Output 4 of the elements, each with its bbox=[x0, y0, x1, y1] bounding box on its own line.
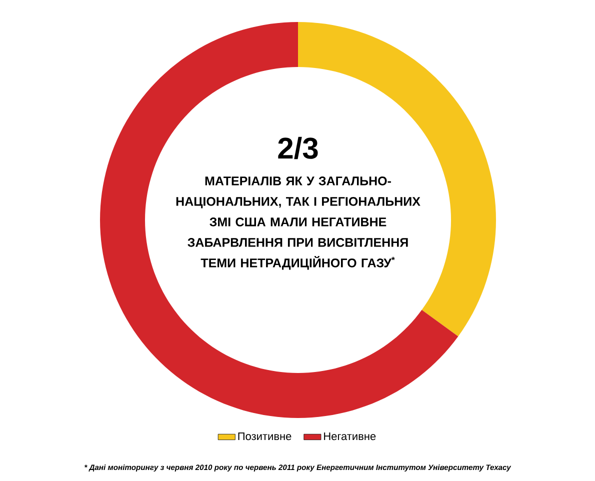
text: 2/3 bbox=[278, 136, 318, 160]
legend-label: Негативне bbox=[324, 432, 376, 440]
text: МАТЕРІАЛІВ ЯК У ЗАГАЛЬНО-НАЦІОНАЛЬНИХ, ТАК І РЕГІОНАЛЬНИХ ЗМІ США МАЛИ НЕГАТИВНЕ ЗАБАРВЛЕННЯ ПРИ ВИСВІТЛЕННЯ ТЕМИ НЕТРАДИЦІЙНОГО ГАЗУ$^{*}$ bbox=[176, 176, 420, 270]
legend-label: Позитивне bbox=[238, 432, 292, 440]
